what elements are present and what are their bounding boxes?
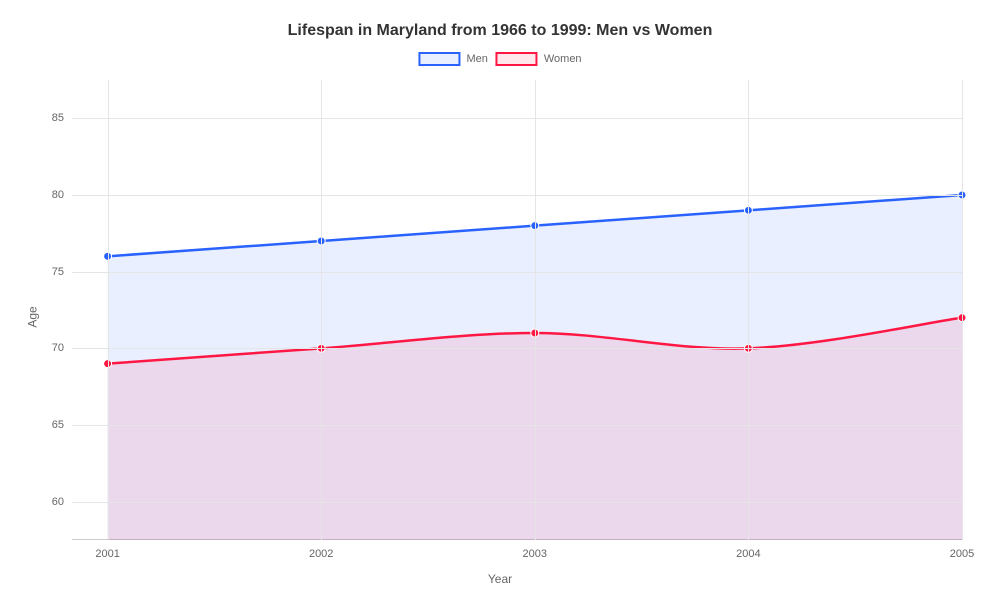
y-tick-label: 85	[52, 112, 72, 124]
gridline-v	[321, 80, 322, 540]
x-tick-label: 2003	[523, 540, 547, 560]
chart-legend: Men Women	[418, 52, 581, 66]
legend-item-women[interactable]: Women	[496, 52, 582, 66]
y-tick-label: 65	[52, 419, 72, 431]
gridline-h	[72, 348, 962, 349]
gridline-h	[72, 195, 962, 196]
x-axis-label: Year	[488, 572, 512, 586]
gridline-v	[962, 80, 963, 540]
legend-label: Women	[544, 53, 582, 65]
gridline-h	[72, 118, 962, 119]
plot-area: 60657075808520012002200320042005	[72, 80, 962, 540]
gridline-v	[748, 80, 749, 540]
x-tick-label: 2005	[950, 540, 974, 560]
gridline-v	[535, 80, 536, 540]
x-tick-label: 2004	[736, 540, 760, 560]
legend-label: Men	[466, 53, 487, 65]
plot-svg	[72, 80, 962, 540]
chart-title: Lifespan in Maryland from 1966 to 1999: …	[0, 22, 1000, 40]
x-tick-label: 2001	[95, 540, 119, 560]
gridline-v	[108, 80, 109, 540]
chart-container: Lifespan in Maryland from 1966 to 1999: …	[0, 0, 1000, 600]
y-axis-label: Age	[26, 306, 40, 327]
gridline-h	[72, 425, 962, 426]
y-tick-label: 75	[52, 266, 72, 278]
legend-swatch	[418, 52, 460, 66]
y-tick-label: 60	[52, 496, 72, 508]
y-tick-label: 80	[52, 189, 72, 201]
y-tick-label: 70	[52, 342, 72, 354]
gridline-h	[72, 272, 962, 273]
x-tick-label: 2002	[309, 540, 333, 560]
gridline-h	[72, 502, 962, 503]
legend-swatch	[496, 52, 538, 66]
legend-item-men[interactable]: Men	[418, 52, 487, 66]
